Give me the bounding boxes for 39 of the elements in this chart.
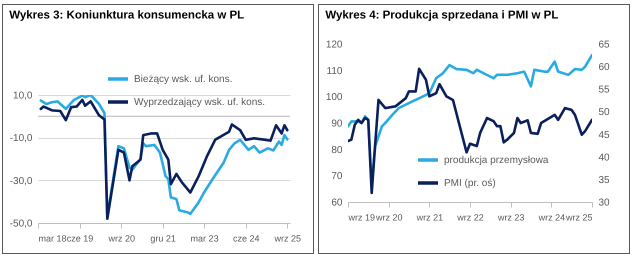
y-tick-label: 10,0: [13, 90, 33, 102]
x-tick-label: gru 21: [150, 234, 176, 244]
y-tick-label: 60: [331, 198, 343, 208]
y2-tick-label: 30: [598, 198, 610, 208]
x-tick-label: cze 19: [66, 234, 94, 244]
y2-tick-label: 65: [598, 40, 610, 50]
y-tick-label: 110: [326, 66, 343, 77]
legend-label: produkcja przemysłowa: [444, 155, 549, 166]
chart-title: Wykres 4: Produkcja sprzedana i PMI w PL: [325, 10, 558, 22]
y2-tick-label: 50: [598, 107, 610, 118]
y-tick-label: 100: [326, 92, 343, 104]
chart-title: Wykres 3: Koniunktura konsumencka w PL: [9, 10, 244, 22]
legend-label: Wyprzedzający wsk. uf. kons.: [134, 97, 266, 108]
x-tick-label: mar 23: [190, 234, 219, 244]
x-tick-label: wrz 25: [564, 212, 592, 222]
x-tick-label: wrz 20: [107, 234, 135, 244]
y2-tick-label: 45: [598, 130, 610, 141]
x-tick-label: wrz 22: [456, 212, 484, 222]
x-tick-label: wrz 19: [348, 212, 376, 222]
x-tick-label: mar 18: [38, 234, 67, 244]
x-tick-label: wrz 25: [274, 234, 302, 244]
x-tick-label: wrz 21: [416, 212, 444, 222]
y-tick-label: -50,0: [10, 218, 33, 230]
y-tick-label: -30,0: [10, 176, 33, 187]
x-tick-label: wrz 20: [374, 212, 402, 222]
y-tick-label: 70: [331, 171, 343, 182]
y2-tick-label: 60: [598, 62, 610, 74]
y2-tick-label: 35: [598, 174, 610, 186]
x-tick-label: wrz 23: [496, 212, 524, 222]
x-tick-label: cze 24: [232, 234, 260, 244]
x-tick-label: wrz 24: [538, 212, 566, 222]
legend-label: PMI (pr. oś): [444, 178, 496, 189]
y-tick-label: 120: [326, 40, 343, 50]
y2-tick-label: 40: [598, 152, 610, 164]
y-tick-label: 90: [331, 118, 343, 130]
legend-label: Bieżący wsk. uf. kons.: [134, 74, 232, 85]
y-tick-label: 80: [331, 144, 343, 156]
y2-tick-label: 55: [598, 84, 610, 96]
y-tick-label: -10,0: [10, 133, 33, 144]
